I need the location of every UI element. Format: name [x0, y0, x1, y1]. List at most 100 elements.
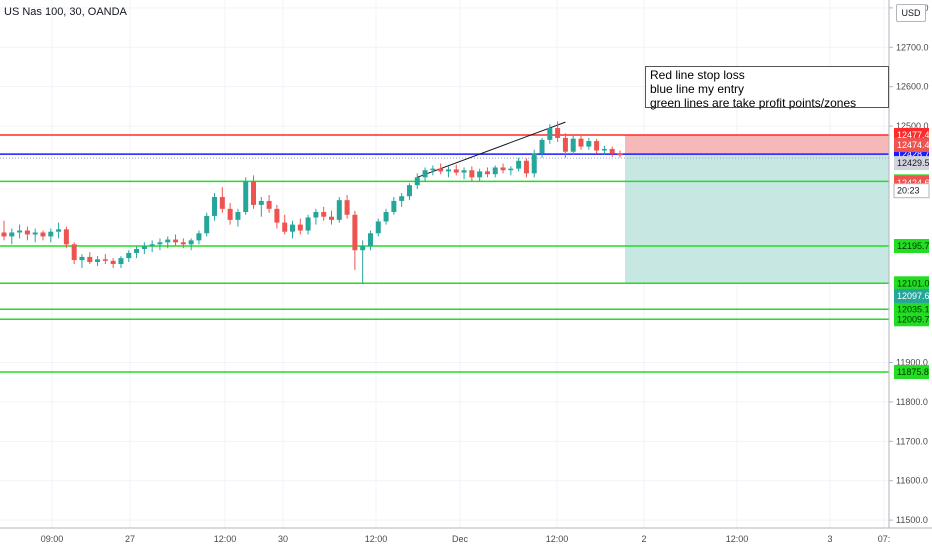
x-tick-label: 12:00 [546, 534, 569, 544]
candle-body [141, 246, 147, 250]
y-tick-label: 11600.0 [896, 476, 928, 486]
candle-body [508, 168, 514, 171]
candle-body [422, 170, 428, 178]
candle-body [391, 200, 397, 212]
price-tag-label: 12097.6 [897, 291, 930, 301]
candle-body [180, 242, 186, 245]
candle-body [157, 242, 163, 245]
candle-body [453, 169, 459, 173]
target-level-tag [894, 276, 929, 291]
candle-body [469, 170, 475, 178]
candle-body [235, 211, 241, 220]
target-level-label: 12101.0 [897, 278, 930, 288]
trendline [417, 121, 566, 178]
price-tag-label: 12424.6 [897, 178, 930, 188]
note-line-entry: blue line my entry [650, 82, 745, 96]
stop-level-label: 12477.4 [897, 130, 930, 140]
candle-body [219, 197, 225, 209]
target-level-tag [894, 365, 929, 380]
candle-body [305, 217, 311, 231]
price-tag [894, 156, 929, 171]
candle-body [9, 232, 15, 237]
candle-body [290, 224, 296, 232]
x-tick-label: 3 [827, 534, 832, 544]
candle-body [484, 171, 490, 175]
candle-body [445, 169, 451, 172]
x-tick-label: 12:00 [365, 534, 388, 544]
target-level-label: 12009.7 [897, 314, 930, 324]
currency-button[interactable]: USD [896, 4, 926, 22]
candle-body [586, 141, 592, 147]
candle-body [352, 214, 358, 251]
candle-body [32, 232, 38, 235]
candle-body [48, 231, 54, 237]
candle-body [406, 185, 412, 197]
target-level-label: 12035.1 [897, 304, 930, 314]
candle-body [438, 168, 444, 172]
annotation-note[interactable]: Red line stop loss blue line my entry gr… [645, 66, 889, 110]
candle-body [297, 224, 303, 231]
candle-body [570, 138, 576, 152]
price-tag-label: 12429.5 [897, 158, 930, 168]
risk-zone [625, 134, 889, 155]
candle-body [102, 259, 108, 261]
candle-body [274, 208, 280, 223]
y-tick-label: 11800.0 [896, 397, 928, 407]
target-level-tag [894, 312, 929, 327]
candle-body [212, 197, 218, 216]
target-level-label: 11875.8 [897, 367, 929, 377]
price-tag [894, 288, 929, 303]
candle-body [601, 148, 607, 151]
candle-body [523, 160, 529, 174]
time-axis[interactable]: 09:00 27 12:00 30 12:00 Dec 12:00 2 12:00 3 07: [41, 534, 891, 544]
candle-body [87, 256, 93, 263]
candle-body [617, 153, 623, 156]
candle-body [500, 167, 506, 171]
candle-body [336, 200, 342, 220]
candle-body [24, 230, 30, 235]
y-tick-label: 12500.0 [896, 121, 929, 131]
entry-level-label: 12428.7 [897, 149, 930, 159]
candle-body [282, 222, 288, 232]
candle-body [95, 259, 101, 263]
target-level-label: 12195.7 [897, 241, 930, 251]
candle-body [430, 168, 436, 171]
price-tag-label: 12474.4 [897, 140, 930, 150]
candle-body [367, 233, 373, 247]
y-tick-label: 12600.0 [896, 82, 929, 92]
candle-body [110, 260, 116, 264]
candle-body [477, 171, 483, 178]
candle-body [414, 177, 420, 186]
candle-body [63, 229, 69, 245]
price-axis[interactable]: 12800.012700.012600.012500.011900.011800… [889, 3, 929, 525]
candle-body [492, 167, 498, 175]
candle-body [118, 258, 124, 264]
y-tick-label: 12700.0 [896, 42, 929, 52]
price-tag [894, 138, 929, 153]
note-line-stop: Red line stop loss [650, 68, 745, 82]
candle-body [344, 200, 350, 215]
chart-title: US Nas 100, 30, OANDA [4, 6, 127, 18]
candle-body [188, 240, 194, 245]
candle-body [360, 246, 366, 251]
y-tick-label: 11500.0 [896, 515, 928, 525]
candle-body [531, 153, 537, 174]
candle-body [399, 196, 405, 201]
x-tick-label: 12:00 [214, 534, 237, 544]
note-line-targets: green lines are take profit points/zones [650, 96, 857, 110]
reward-zone [625, 154, 889, 284]
candle-body [79, 256, 85, 261]
price-tag-label: 20:23 [897, 186, 920, 196]
x-tick-label: 27 [125, 534, 135, 544]
candle-body [328, 216, 334, 220]
candle-body [562, 137, 568, 152]
risk-reward-zones [0, 134, 889, 284]
candle-body [40, 232, 46, 237]
candle-body [227, 208, 233, 220]
candle-body [578, 138, 584, 147]
x-tick-label: Dec [452, 534, 469, 544]
candle-body [126, 252, 132, 259]
candle-body [71, 244, 77, 261]
candle-body [594, 141, 600, 151]
